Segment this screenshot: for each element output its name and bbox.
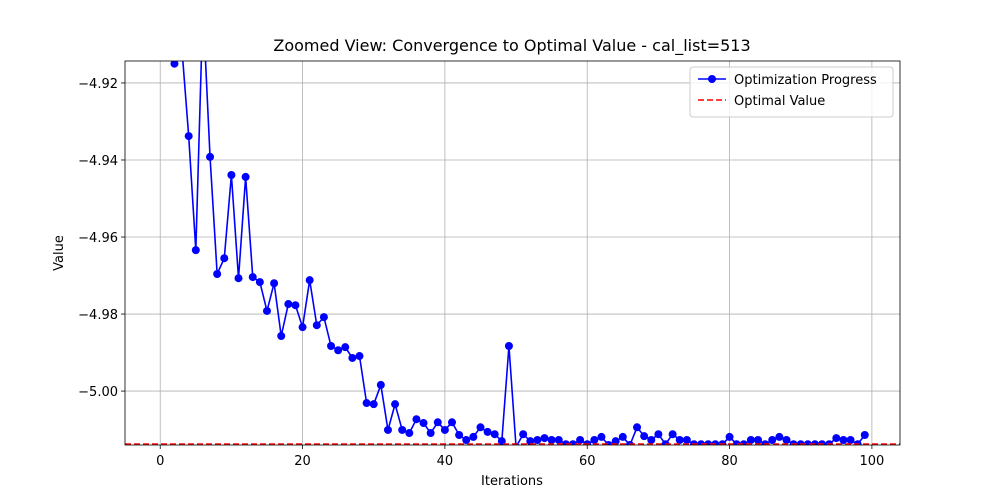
- plot-area: [125, 61, 900, 445]
- data-point: [746, 435, 755, 444]
- data-point: [597, 432, 606, 441]
- x-tick-label: 20: [294, 454, 311, 469]
- data-point: [462, 435, 471, 444]
- data-point: [248, 273, 257, 282]
- x-tick-label: 40: [437, 454, 454, 469]
- data-point: [469, 432, 478, 441]
- data-point: [213, 269, 222, 278]
- data-point: [647, 435, 656, 444]
- data-point: [654, 430, 663, 439]
- data-point: [227, 171, 236, 180]
- x-tick-label: 60: [579, 454, 596, 469]
- data-point: [405, 429, 414, 438]
- data-point: [277, 332, 286, 341]
- x-tick-label: 100: [859, 454, 884, 469]
- data-point: [262, 306, 271, 315]
- data-point: [675, 435, 684, 444]
- x-axis-label: Iterations: [481, 474, 543, 489]
- y-tick-label: −4.94: [78, 154, 118, 169]
- data-point: [298, 323, 307, 332]
- data-point: [362, 399, 371, 408]
- plot-frame: [124, 60, 901, 446]
- data-point: [611, 437, 620, 445]
- data-point: [305, 276, 314, 285]
- data-point: [576, 435, 585, 444]
- data-point: [448, 418, 457, 427]
- data-point: [398, 425, 407, 434]
- data-point: [497, 437, 506, 445]
- y-tick-label: −4.96: [78, 231, 118, 246]
- data-point: [433, 418, 442, 427]
- data-point: [341, 343, 350, 352]
- data-point: [590, 435, 599, 444]
- data-point: [832, 434, 841, 443]
- data-point: [419, 419, 428, 428]
- data-point: [540, 434, 549, 443]
- data-point: [291, 301, 300, 310]
- chart-title: Zoomed View: Convergence to Optimal Valu…: [273, 36, 750, 56]
- data-point: [191, 246, 200, 255]
- y-tick-label: −4.98: [78, 308, 118, 323]
- data-point: [383, 425, 392, 434]
- data-point: [440, 425, 449, 434]
- data-point: [846, 435, 855, 444]
- data-point: [547, 435, 556, 444]
- data-point: [775, 432, 784, 441]
- data-point: [519, 430, 528, 439]
- legend-box: [689, 66, 894, 118]
- data-point: [533, 435, 542, 444]
- data-point: [426, 429, 435, 438]
- data-point: [490, 430, 499, 439]
- y-tick-label: −4.92: [78, 77, 118, 92]
- x-tick-label: 80: [721, 454, 738, 469]
- data-point: [633, 423, 642, 432]
- data-point: [369, 400, 378, 409]
- data-point: [312, 321, 321, 330]
- data-point: [725, 432, 734, 441]
- data-point: [554, 435, 563, 444]
- data-point: [334, 346, 343, 355]
- data-point: [327, 342, 336, 351]
- data-point: [455, 430, 464, 439]
- data-point: [348, 353, 357, 362]
- data-point: [184, 132, 193, 141]
- legend-label: Optimal Value: [734, 94, 825, 109]
- data-point: [860, 430, 869, 439]
- data-point: [391, 400, 400, 409]
- data-point: [170, 61, 179, 68]
- data-point: [220, 254, 229, 263]
- data-point: [355, 352, 364, 361]
- data-point: [270, 279, 279, 288]
- data-point: [284, 300, 293, 309]
- data-point: [782, 435, 791, 444]
- data-point: [526, 437, 535, 445]
- series-line: [173, 61, 866, 445]
- data-point: [754, 435, 763, 444]
- data-point: [682, 435, 691, 444]
- data-point: [768, 435, 777, 444]
- data-point: [640, 432, 649, 441]
- data-point: [412, 415, 421, 424]
- y-axis-label: Value: [52, 235, 67, 271]
- data-point: [504, 342, 513, 351]
- legend-marker: [708, 75, 716, 83]
- legend-label: Optimization Progress: [734, 73, 877, 88]
- data-point: [668, 430, 677, 439]
- data-point: [319, 313, 328, 322]
- data-point: [483, 427, 492, 436]
- data-point: [241, 172, 250, 181]
- data-point: [234, 274, 243, 283]
- data-point: [476, 423, 485, 432]
- data-point: [376, 380, 385, 389]
- y-tick-label: −5.00: [78, 385, 118, 400]
- data-point: [618, 432, 627, 441]
- x-tick-label: 0: [156, 454, 164, 469]
- data-point: [839, 435, 848, 444]
- data-point: [255, 278, 264, 287]
- data-point: [206, 152, 215, 161]
